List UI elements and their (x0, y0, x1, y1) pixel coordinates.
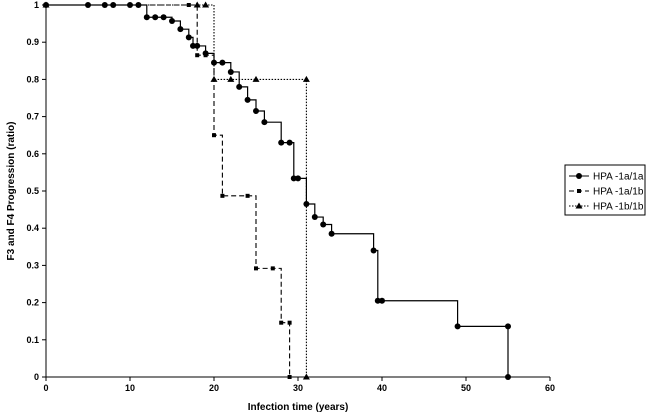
x-tick-label: 50 (461, 383, 471, 393)
y-tick-label: 0.9 (26, 37, 39, 47)
data-point (286, 139, 293, 146)
series-layer (42, 1, 511, 380)
legend-items: HPA -1a/1a HPA -1a/1b HPA -1b/1b (569, 172, 644, 213)
y-tick-label: 0.4 (26, 223, 39, 233)
data-point (227, 75, 235, 82)
data-point (252, 75, 260, 82)
x-tick-label: 20 (209, 383, 219, 393)
series-line (46, 4, 307, 377)
data-point (185, 34, 192, 41)
data-point (505, 323, 511, 330)
legend-item: HPA -1a/1b (569, 187, 644, 198)
data-point (220, 193, 225, 198)
legend-marker (577, 189, 581, 193)
x-ticks: 0 10 20 30 40 50 60 (43, 377, 555, 393)
data-point (454, 323, 461, 330)
data-point (212, 133, 216, 138)
data-point (379, 297, 385, 304)
y-tick-label: 0.7 (26, 112, 39, 122)
data-point (370, 247, 377, 254)
plot-area: 0 10 20 30 40 50 60 00.10.20.30.40.50.60.70.80… (26, 0, 555, 393)
data-point (287, 375, 292, 379)
data-point (505, 374, 511, 380)
data-point (190, 42, 196, 49)
legend-item: HPA -1a/1a (569, 172, 644, 183)
y-tick-label: 0.2 (26, 298, 39, 308)
x-tick-label: 30 (293, 383, 303, 393)
y-tick-label: 0.8 (26, 74, 39, 84)
data-point (219, 59, 226, 66)
y-tick-label: 0.6 (26, 149, 39, 159)
data-point (302, 75, 310, 82)
legend-marker (576, 173, 582, 179)
legend-marker (575, 202, 583, 209)
data-point (177, 26, 184, 33)
y-ticks: 0 0.1 0.2 0.3 0.4 0.5 0.6 0.7 0.8 0.9 1 (26, 0, 46, 382)
legend-item: HPA -1b/1b (569, 202, 644, 213)
series-2 (42, 1, 310, 380)
x-axis-title: Infection time (years) (248, 402, 349, 413)
data-point (253, 108, 259, 115)
legend: HPA -1a/1a HPA -1a/1b HPA -1b/1b (564, 164, 646, 216)
data-point (42, 1, 50, 8)
data-point (210, 75, 218, 82)
data-point (374, 297, 381, 304)
data-point (195, 53, 200, 58)
data-point (287, 320, 292, 325)
series-0 (43, 2, 511, 380)
data-point (270, 266, 275, 271)
data-point (244, 96, 251, 103)
data-point (261, 119, 268, 126)
data-point (245, 193, 250, 198)
data-point (320, 221, 327, 228)
series-1 (44, 3, 292, 379)
data-point (143, 14, 150, 21)
x-tick-label: 40 (377, 383, 387, 393)
y-tick-label: 0.1 (26, 335, 39, 345)
data-point (169, 17, 175, 24)
data-point (302, 373, 310, 380)
y-tick-label: 0.3 (26, 260, 39, 270)
data-point (311, 214, 318, 221)
data-point (186, 3, 191, 7)
series-line (46, 4, 509, 377)
legend-label: HPA -1a/1b (593, 187, 644, 198)
y-tick-label: 0 (34, 372, 39, 382)
data-point (279, 320, 284, 325)
data-point (236, 83, 243, 90)
data-point (193, 1, 201, 8)
legend-label: HPA -1b/1b (593, 202, 644, 213)
x-tick-label: 60 (545, 383, 555, 393)
data-point (328, 230, 335, 237)
data-point (152, 14, 159, 21)
data-point (160, 14, 167, 21)
x-tick-label: 10 (125, 383, 135, 393)
data-point (203, 53, 208, 58)
data-point (290, 175, 297, 182)
y-tick-label: 1 (34, 0, 39, 10)
x-tick-label: 0 (43, 383, 48, 393)
y-tick-label: 0.5 (26, 186, 39, 196)
data-point (227, 68, 234, 75)
data-point (254, 266, 258, 271)
data-point (278, 139, 285, 146)
legend-label: HPA -1a/1a (593, 172, 644, 183)
y-axis-title: F3 and F4 Progression (ratio) (6, 122, 17, 261)
data-point (202, 1, 210, 8)
data-point (295, 175, 301, 182)
series-line (46, 4, 291, 377)
